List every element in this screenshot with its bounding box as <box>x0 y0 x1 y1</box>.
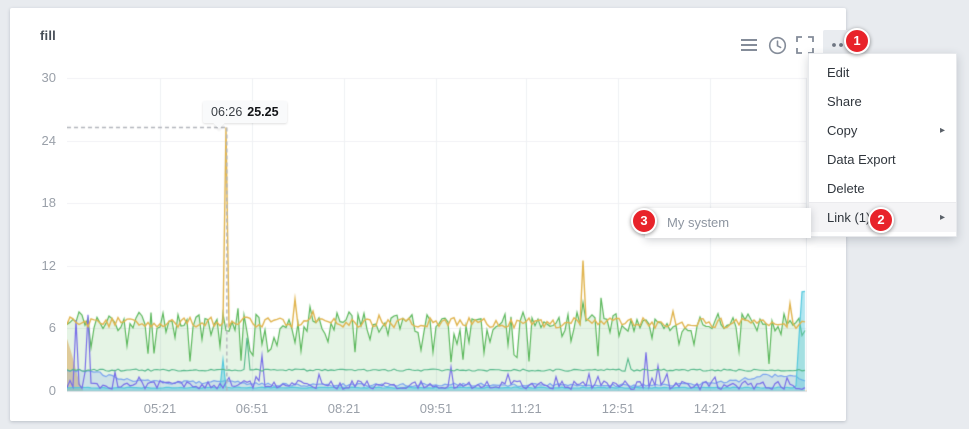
menu-item-share[interactable]: Share <box>827 94 862 109</box>
y-tick-label: 12 <box>41 257 56 273</box>
panel-title: fill <box>40 28 56 43</box>
clock-icon[interactable] <box>767 35 787 55</box>
x-tick-label: 05:21 <box>143 401 177 416</box>
x-tick-label: 11:21 <box>510 401 542 416</box>
x-tick-label: 12:51 <box>601 401 635 416</box>
tooltip-time: 06:26 <box>211 105 243 119</box>
y-tick-label: 6 <box>48 320 56 336</box>
fullscreen-icon[interactable] <box>795 35 815 55</box>
x-tick-label: 14:21 <box>693 401 727 416</box>
y-tick-label: 30 <box>41 70 56 85</box>
x-tick-label: 06:51 <box>235 401 269 416</box>
menu-item-copy[interactable]: Copy ▸ <box>809 116 956 145</box>
context-menu: Edit Share Copy ▸ Data Export Delete Link… <box>808 53 957 237</box>
y-tick-label: 0 <box>48 383 56 398</box>
x-tick-label: 09:51 <box>419 401 453 416</box>
menu-item-delete[interactable]: Delete <box>827 181 865 196</box>
y-tick-label: 18 <box>41 195 56 211</box>
link-submenu: My system <box>645 208 811 238</box>
tooltip-value: 25.25 <box>247 105 279 119</box>
menu-item-edit[interactable]: Edit <box>827 65 850 80</box>
submenu-arrow-icon: ▸ <box>939 125 945 136</box>
x-tick-label: 08:21 <box>327 401 361 416</box>
y-tick-label: 24 <box>41 132 56 148</box>
chart-tooltip: 06:26 25.25 <box>203 101 287 129</box>
annotation-badge-1: 1 <box>844 28 870 54</box>
submenu-item-my-system[interactable]: My system <box>667 215 730 230</box>
submenu-arrow-icon: ▸ <box>939 212 945 223</box>
menu-item-data-export[interactable]: Data Export <box>827 152 896 167</box>
annotation-badge-3: 3 <box>631 208 657 234</box>
menu-icon[interactable] <box>739 35 759 55</box>
annotation-badge-2: 2 <box>868 207 894 233</box>
